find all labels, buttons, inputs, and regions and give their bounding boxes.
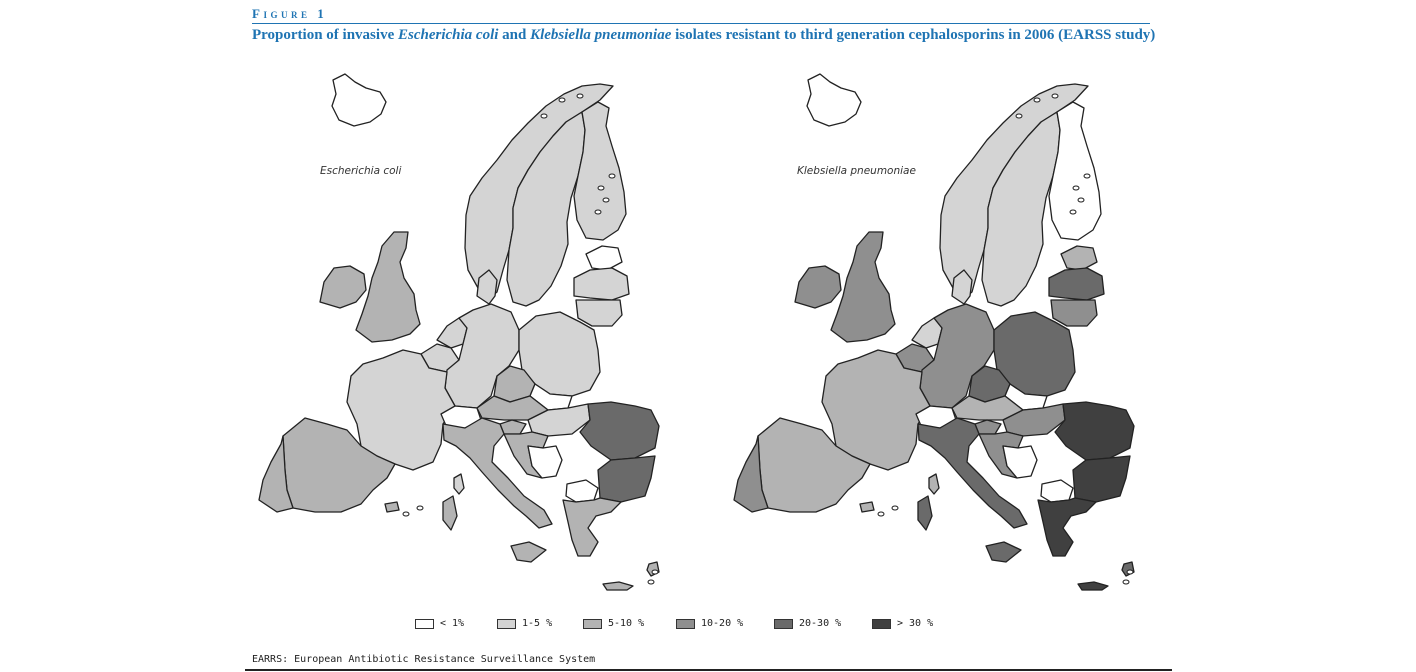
region-crete: [1077, 581, 1109, 591]
region-latvia: [573, 267, 630, 301]
islet-mark: [602, 197, 610, 203]
islet-mark: [597, 185, 605, 191]
region-italy: [917, 417, 1028, 529]
region-lithuania: [575, 299, 623, 327]
region-slovenia: [974, 419, 1002, 435]
islet-mark: [558, 97, 566, 103]
legend-swatch: [415, 618, 434, 629]
region-bulgaria: [1072, 455, 1131, 503]
region-bosnia: [1002, 445, 1038, 479]
map-escherichia-coli: [258, 73, 660, 591]
region-finland: [1048, 101, 1102, 241]
region-bulgaria: [597, 455, 656, 503]
islet-mark: [891, 505, 899, 511]
region-corsica: [928, 473, 940, 495]
legend-label: 5-10 %: [608, 618, 645, 629]
region-macedonia: [565, 479, 599, 503]
region-estonia: [585, 245, 623, 271]
islet-mark: [416, 505, 424, 511]
title-middle: and: [498, 27, 531, 43]
region-sweden: [506, 111, 586, 307]
region-iceland: [806, 73, 862, 127]
legend-label: > 30 %: [897, 618, 934, 629]
region-iceland: [331, 73, 387, 127]
islet-mark: [1033, 97, 1041, 103]
islet-mark: [402, 511, 410, 517]
region-romania: [1054, 401, 1135, 461]
islet-mark: [1077, 197, 1085, 203]
region-bosnia: [527, 445, 563, 479]
islet-mark: [1072, 185, 1080, 191]
legend-item: 10-20 %: [676, 618, 743, 629]
legend-swatch: [497, 618, 516, 629]
title-organism-1: Escherichia coli: [397, 27, 499, 43]
legend-swatch: [872, 618, 891, 629]
legend-item: > 30 %: [872, 618, 933, 629]
islet-mark: [1126, 569, 1134, 575]
map-label-escherichia-coli: Escherichia coli: [320, 165, 402, 177]
bottom-rule: [245, 669, 1172, 671]
region-portugal: [733, 435, 769, 513]
legend-swatch: [583, 618, 602, 629]
islet-mark: [877, 511, 885, 517]
region-italy: [442, 417, 553, 529]
region-uk: [830, 231, 896, 343]
legend-item: 1-5 %: [497, 618, 552, 629]
legend-label: < 1%: [440, 618, 465, 629]
islet-mark: [594, 209, 602, 215]
legend-item: 20-30 %: [774, 618, 841, 629]
region-balearic: [859, 501, 875, 513]
islet-mark: [1122, 579, 1130, 585]
region-sardinia: [917, 495, 933, 531]
region-sweden: [981, 111, 1061, 307]
region-greece: [1037, 497, 1097, 557]
region-latvia: [1048, 267, 1105, 301]
islet-mark: [576, 93, 584, 99]
islet-mark: [1015, 113, 1023, 119]
islet-mark: [1051, 93, 1059, 99]
region-greece: [562, 497, 622, 557]
region-uk: [355, 231, 421, 343]
figure-label: Figure 1: [252, 6, 328, 21]
legend-item: 5-10 %: [583, 618, 644, 629]
figure-title: Proportion of invasive Escherichia coli …: [252, 27, 1156, 44]
region-sardinia: [442, 495, 458, 531]
region-finland: [573, 101, 627, 241]
legend-item: < 1%: [415, 618, 464, 629]
islet-mark: [647, 579, 655, 585]
title-prefix: Proportion of invasive: [252, 27, 398, 43]
legend-label: 20-30 %: [799, 618, 842, 629]
islet-mark: [651, 569, 659, 575]
title-suffix: isolates resistant to third generation c…: [671, 27, 1156, 43]
map-klebsiella-pneumoniae: [733, 73, 1135, 591]
legend-label: 1-5 %: [522, 618, 553, 629]
region-slovenia: [499, 419, 527, 435]
legend-label: 10-20 %: [701, 618, 744, 629]
region-macedonia: [1040, 479, 1074, 503]
region-corsica: [453, 473, 465, 495]
islet-mark: [1083, 173, 1091, 179]
region-romania: [579, 401, 660, 461]
region-germany: [919, 303, 995, 409]
islet-mark: [540, 113, 548, 119]
title-rule: [252, 23, 1150, 24]
region-lithuania: [1050, 299, 1098, 327]
title-organism-2: Klebsiella pneumoniae: [530, 27, 672, 43]
region-sicily: [985, 541, 1022, 563]
region-germany: [444, 303, 520, 409]
map-label-klebsiella-pneumoniae: Klebsiella pneumoniae: [797, 165, 916, 177]
region-sicily: [510, 541, 547, 563]
islet-mark: [1069, 209, 1077, 215]
region-crete: [602, 581, 634, 591]
region-ireland: [794, 265, 842, 309]
region-estonia: [1060, 245, 1098, 271]
region-balearic: [384, 501, 400, 513]
region-portugal: [258, 435, 294, 513]
legend-swatch: [774, 618, 793, 629]
legend-swatch: [676, 618, 695, 629]
region-ireland: [319, 265, 367, 309]
footnote: EARRS: European Antibiotic Resistance Su…: [252, 654, 596, 665]
islet-mark: [608, 173, 616, 179]
